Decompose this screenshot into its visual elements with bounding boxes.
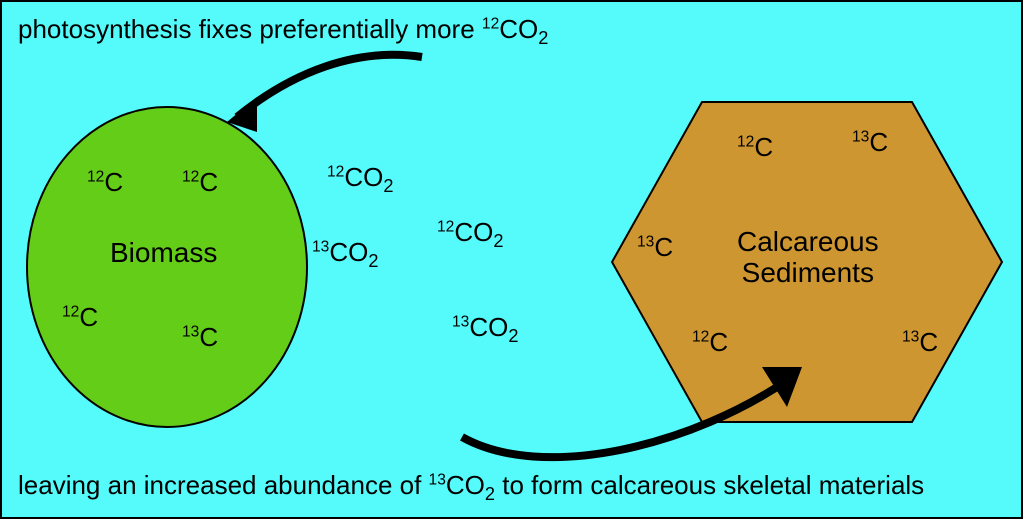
biomass-isotope-0: 12C bbox=[87, 167, 123, 198]
biomass-isotope-2: 12C bbox=[62, 302, 98, 333]
sediments-isotope-3: 12C bbox=[692, 327, 728, 358]
biomass-isotope-3: 13C bbox=[182, 322, 218, 353]
free-co2-label-2: 12CO2 bbox=[437, 217, 503, 252]
free-co2-label-0: 12CO2 bbox=[327, 162, 393, 197]
caption-bottom-before: leaving an increased abundance of bbox=[18, 470, 429, 500]
diagram-canvas: photosynthesis fixes preferentially more… bbox=[0, 0, 1023, 519]
free-co2-label-3: 13CO2 bbox=[452, 312, 518, 347]
free-co2-label-1: 13CO2 bbox=[312, 237, 378, 272]
caption-top: photosynthesis fixes preferentially more… bbox=[18, 14, 548, 49]
caption-bottom-chem: CO bbox=[446, 470, 485, 500]
caption-top-text: photosynthesis fixes preferentially more bbox=[18, 14, 482, 44]
caption-bottom-sub: 2 bbox=[485, 484, 495, 504]
sediments-isotope-4: 13C bbox=[902, 327, 938, 358]
caption-top-chem: CO bbox=[499, 14, 538, 44]
sediments-title-line2: Sediments bbox=[742, 257, 874, 288]
sediments-isotope-0: 12C bbox=[737, 132, 773, 163]
biomass-isotope-1: 12C bbox=[182, 167, 218, 198]
biomass-title: Biomass bbox=[110, 237, 217, 269]
caption-bottom-after: to form calcareous skeletal materials bbox=[495, 470, 924, 500]
sediments-isotope-2: 13C bbox=[637, 232, 673, 263]
sediments-title-line1: Calcareous bbox=[737, 226, 879, 257]
caption-bottom-sup: 13 bbox=[429, 471, 446, 488]
arrow-to-biomass bbox=[237, 55, 422, 117]
caption-top-sup: 12 bbox=[482, 15, 499, 32]
sediments-title: Calcareous Sediments bbox=[737, 227, 879, 289]
caption-bottom: leaving an increased abundance of 13CO2 … bbox=[18, 470, 924, 505]
caption-top-sub: 2 bbox=[538, 28, 548, 48]
sediments-isotope-1: 13C bbox=[852, 127, 888, 158]
